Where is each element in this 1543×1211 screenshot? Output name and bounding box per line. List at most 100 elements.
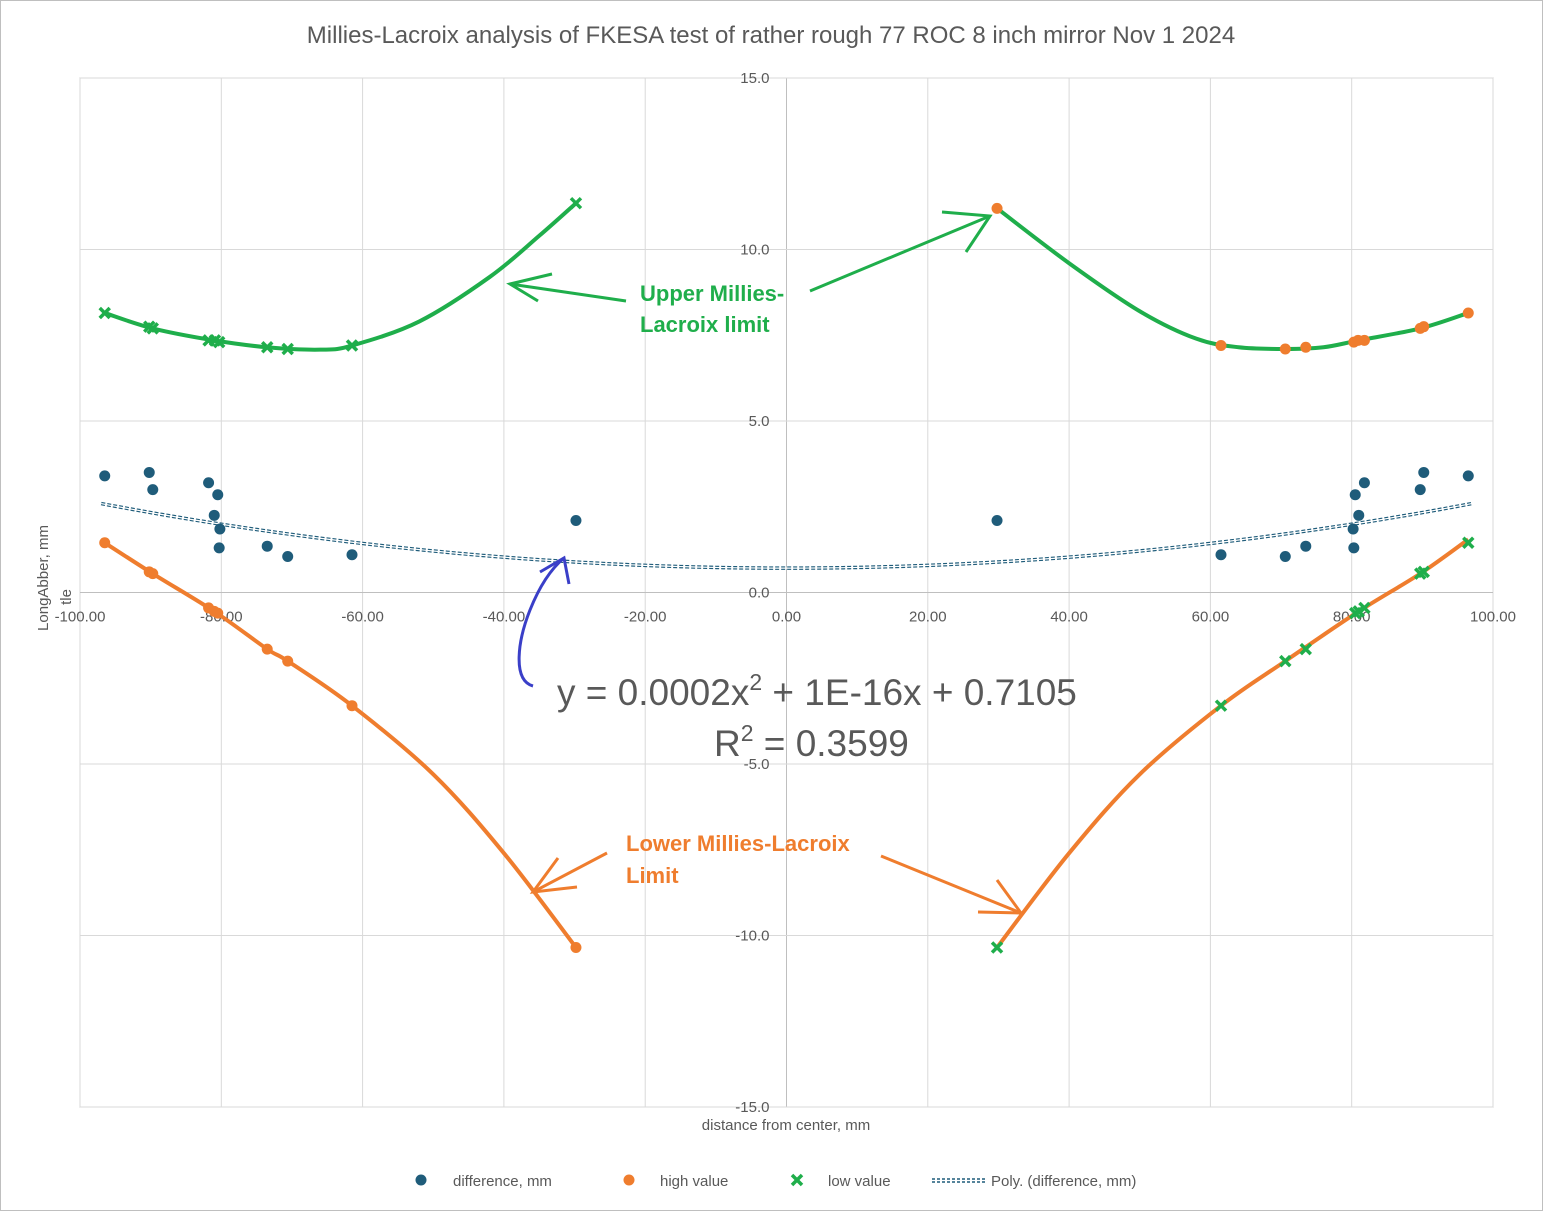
legend-label-low: low value	[828, 1173, 891, 1190]
point-low-value	[569, 196, 583, 210]
point-low-value	[1214, 699, 1228, 712]
point-low-value	[281, 342, 294, 356]
point-difference-mm	[1414, 484, 1426, 496]
x-tick-label: -40.00	[483, 609, 526, 626]
x-marker-stroke	[146, 322, 160, 335]
point-high-value	[991, 202, 1003, 214]
y-tick-label: 0.0	[749, 585, 770, 602]
x-marker-stroke	[208, 334, 222, 347]
upper-limit-curve-right	[995, 206, 1469, 351]
point-difference-mm	[1462, 470, 1474, 482]
point-difference-mm	[203, 477, 215, 489]
y-tick-label: 15.0	[740, 70, 769, 87]
r2-main: R	[714, 723, 741, 764]
poly-trendline-inner	[101, 502, 1472, 569]
point-difference-mm	[570, 514, 582, 526]
point-high-value	[261, 643, 273, 655]
x-axis-title: distance from center, mm	[702, 1117, 870, 1134]
point-high-value	[346, 700, 358, 712]
y-tick-label: -15.0	[735, 1099, 769, 1116]
x-marker-stroke	[212, 335, 226, 349]
x-tick-label: 0.00	[772, 609, 801, 626]
point-high-value	[282, 655, 294, 667]
x-marker-stroke	[281, 342, 294, 356]
x-tick-label: 40.00	[1050, 609, 1088, 626]
x-marker-stroke	[1417, 565, 1431, 579]
point-difference-mm	[1358, 477, 1370, 489]
x-tick-label: 100.00	[1470, 609, 1516, 626]
grid-layer	[79, 77, 1494, 1108]
legend-marker-high	[623, 1174, 635, 1186]
equation-rest: + 1E-16x + 0.7105	[762, 672, 1077, 713]
lower-limit-label-line1: Lower Millies-Lacroix	[626, 831, 850, 856]
lower-limit-curve-right	[995, 537, 1470, 949]
point-low-value	[146, 322, 160, 335]
trendline-equation: y = 0.0002x2 + 1E-16x + 0.7105	[557, 669, 1077, 713]
point-difference-mm	[1418, 466, 1430, 478]
point-high-value	[212, 607, 224, 619]
point-low-value	[1462, 536, 1475, 550]
point-high-value	[1279, 343, 1291, 355]
point-difference-mm	[1347, 523, 1359, 535]
x-tick-labels: -100.00-80.00-60.00-40.00-20.000.0020.00…	[55, 609, 1516, 626]
x-marker-stroke	[260, 341, 274, 354]
point-difference-mm	[1279, 550, 1291, 562]
point-difference-mm	[346, 549, 358, 561]
legend-label-difference: difference, mm	[453, 1173, 552, 1190]
drawn-limit-curves	[103, 201, 1470, 949]
lower-limit-curve-left	[103, 541, 578, 949]
point-difference-mm	[99, 470, 111, 482]
point-low-value	[260, 341, 274, 354]
upper-limit-curve-left	[104, 201, 578, 352]
point-difference-mm	[213, 542, 225, 554]
point-difference-mm	[1348, 542, 1360, 554]
point-high-value	[1215, 340, 1227, 352]
x-tick-label: -20.00	[624, 609, 667, 626]
x-marker-stroke	[569, 196, 583, 210]
equation-main: y = 0.0002x	[557, 672, 750, 713]
point-low-value	[1299, 642, 1313, 656]
x-marker-stroke	[1279, 654, 1292, 668]
x-marker-stroke	[1214, 699, 1228, 712]
r2-exponent: 2	[741, 720, 754, 746]
upper-left-arrow-head	[506, 272, 553, 303]
upper-limit-label-line2: Lacroix limit	[640, 312, 770, 337]
equation-exponent: 2	[749, 669, 762, 695]
x-marker-stroke	[1358, 601, 1371, 615]
point-low-value	[345, 339, 359, 352]
upper-limit-label-line1: Upper Millies-	[640, 281, 784, 306]
trendline-r2: R2 = 0.3599	[714, 720, 909, 764]
point-difference-mm	[1300, 540, 1312, 552]
upper-right-arrow-head	[941, 210, 993, 253]
y-axis-title: LongAbber, mm	[35, 525, 52, 631]
r2-rest: = 0.3599	[754, 723, 909, 764]
trendline-arrow-shaft	[517, 556, 565, 688]
data-points	[98, 196, 1475, 954]
legend: difference, mm high value low value Poly…	[415, 1173, 1136, 1190]
trendline-arrow-head	[539, 555, 571, 585]
y-tick-label: -5.0	[744, 756, 770, 773]
point-difference-mm	[214, 523, 226, 535]
point-low-value	[1358, 601, 1371, 615]
point-difference-mm	[208, 509, 220, 521]
upper-right-arrow-shaft	[809, 214, 991, 293]
point-low-value	[1279, 654, 1292, 668]
point-high-value	[570, 942, 582, 954]
x-tick-label: 60.00	[1192, 609, 1230, 626]
point-difference-mm	[282, 550, 294, 562]
lower-right-arrow-shaft	[880, 854, 1022, 915]
point-difference-mm	[143, 466, 155, 478]
x-marker-stroke	[1299, 642, 1313, 656]
point-low-value	[212, 335, 226, 349]
point-high-value	[1462, 307, 1474, 319]
lower-left-arrow-head	[529, 857, 578, 894]
x-marker-stroke	[345, 339, 359, 352]
point-high-value	[1358, 334, 1370, 346]
legend-label-poly: Poly. (difference, mm)	[991, 1173, 1136, 1190]
legend-marker-difference	[415, 1174, 427, 1186]
point-difference-mm	[1215, 549, 1227, 561]
legend-marker-low	[790, 1173, 804, 1187]
y-tick-label: 5.0	[749, 413, 770, 430]
annotation-arrows	[506, 210, 1024, 915]
